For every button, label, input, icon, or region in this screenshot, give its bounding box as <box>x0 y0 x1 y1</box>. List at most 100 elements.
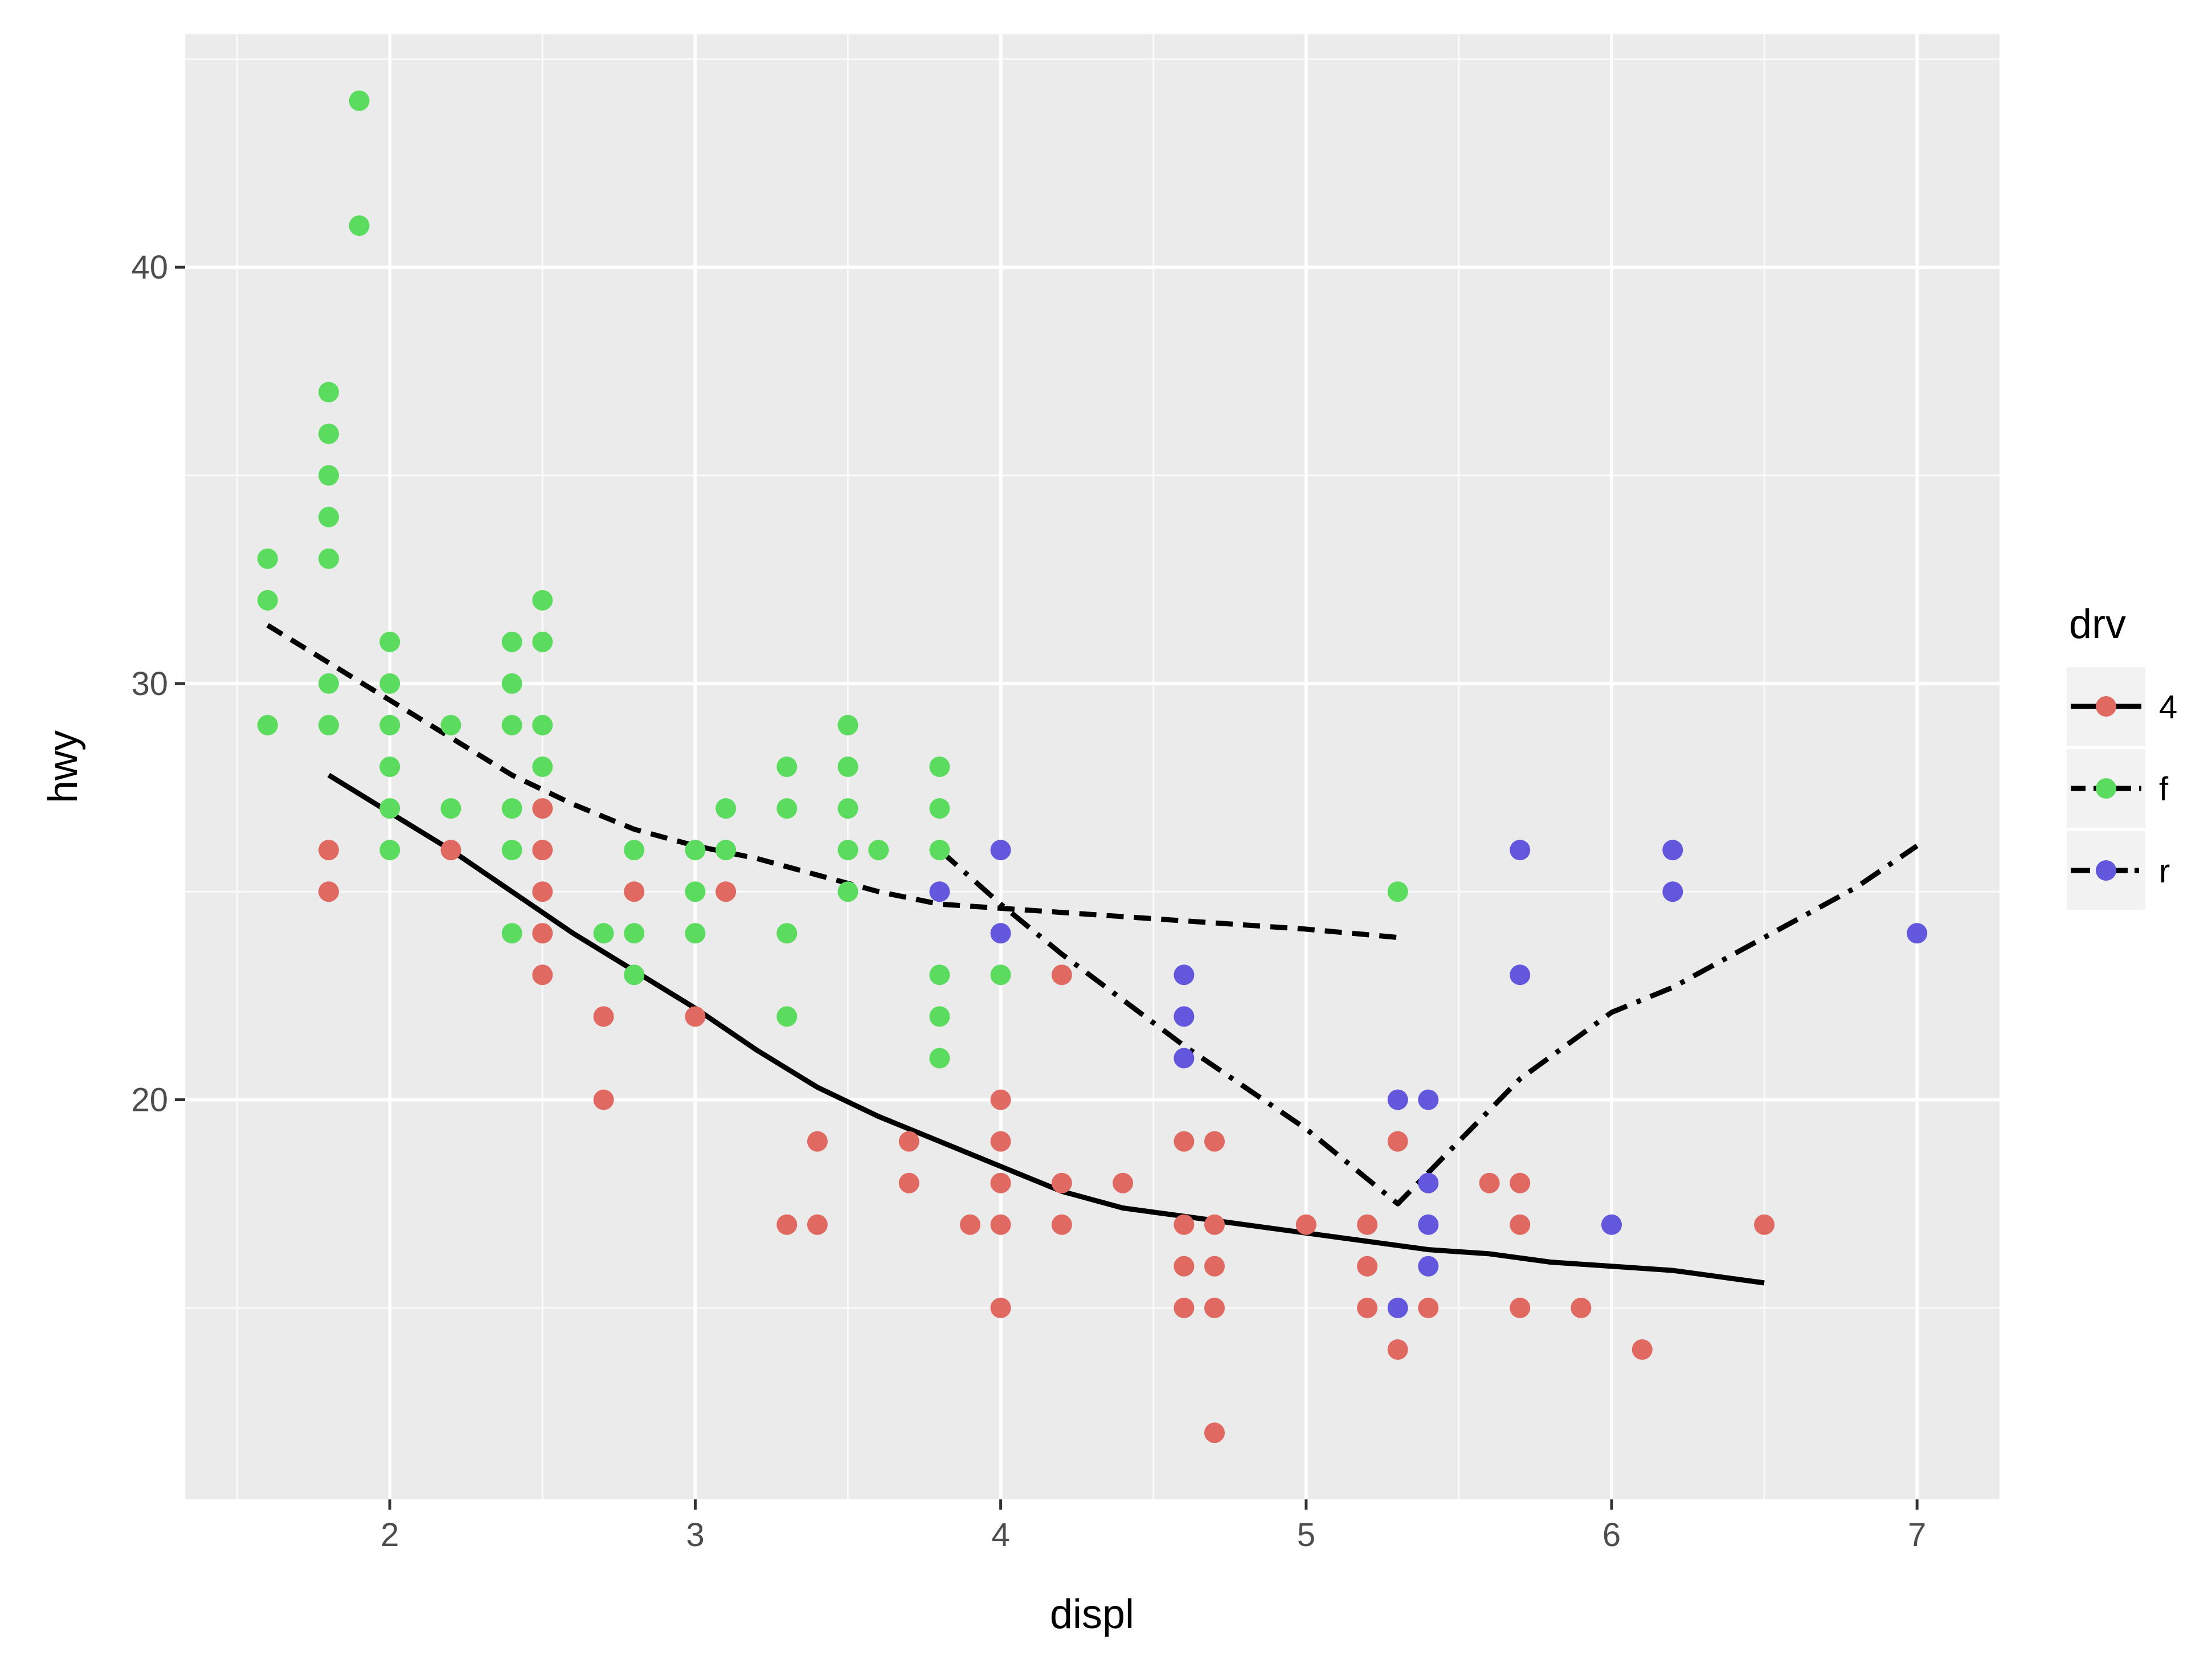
point-4 <box>776 1214 798 1235</box>
point-f <box>929 840 950 861</box>
point-r <box>1510 964 1531 986</box>
point-4 <box>593 1006 614 1027</box>
point-4 <box>532 798 553 819</box>
point-4 <box>1479 1172 1500 1193</box>
point-4 <box>715 881 737 902</box>
point-f <box>379 757 400 777</box>
y-tick-label: 20 <box>131 1082 168 1119</box>
point-f <box>532 714 553 735</box>
point-4 <box>1357 1297 1378 1318</box>
point-f <box>593 923 614 944</box>
smooth-line-f <box>266 623 1399 941</box>
point-4 <box>898 1172 919 1193</box>
point-f <box>379 840 400 861</box>
point-f <box>318 714 339 735</box>
point-f <box>318 465 339 486</box>
y-tick-label: 40 <box>131 249 168 286</box>
point-f <box>685 923 706 944</box>
point-f <box>837 757 858 777</box>
point-f <box>318 382 339 403</box>
point-f <box>318 673 339 694</box>
point-4 <box>1632 1339 1653 1360</box>
point-4 <box>318 840 339 861</box>
point-4 <box>898 1131 919 1152</box>
point-f <box>501 673 522 694</box>
point-4 <box>1204 1214 1225 1235</box>
point-f <box>501 923 522 944</box>
point-4 <box>1754 1214 1775 1235</box>
point-f <box>349 90 370 111</box>
point-f <box>440 714 461 735</box>
smooth-line-r <box>938 844 1919 1207</box>
point-4 <box>990 1131 1011 1152</box>
legend-label-4: 4 <box>2159 689 2177 726</box>
point-f <box>929 757 950 777</box>
x-tick-label: 3 <box>686 1516 704 1553</box>
point-4 <box>807 1214 828 1235</box>
legend-label-f: f <box>2159 771 2169 808</box>
point-r <box>1418 1172 1439 1193</box>
point-4 <box>440 840 461 861</box>
point-r <box>1662 840 1683 861</box>
point-f <box>1387 881 1408 902</box>
point-4 <box>1174 1297 1195 1318</box>
point-r <box>1510 840 1531 861</box>
y-tick-label: 30 <box>131 665 168 702</box>
point-f <box>318 548 339 569</box>
point-f <box>715 798 737 819</box>
point-f <box>379 714 400 735</box>
point-4 <box>1174 1131 1195 1152</box>
x-tick-label: 7 <box>1908 1516 1926 1553</box>
point-f <box>837 881 858 902</box>
point-r <box>1387 1089 1408 1110</box>
point-f <box>929 798 950 819</box>
point-f <box>318 506 339 528</box>
point-f <box>379 673 400 694</box>
point-4 <box>624 881 645 902</box>
point-f <box>776 798 798 819</box>
point-f <box>379 631 400 652</box>
point-f <box>349 215 370 236</box>
point-r <box>929 881 950 902</box>
axes: 2 3 4 5 6 7 20 30 40 <box>131 249 1926 1553</box>
legend-title: drv <box>2069 602 2126 647</box>
point-4 <box>1510 1214 1531 1235</box>
point-4 <box>532 964 553 986</box>
point-r <box>1601 1214 1622 1235</box>
point-r <box>1907 923 1928 944</box>
point-f <box>379 798 400 819</box>
point-4 <box>1295 1214 1316 1235</box>
point-r <box>1662 881 1683 902</box>
legend-label-r: r <box>2159 853 2170 890</box>
point-r <box>1418 1214 1439 1235</box>
point-f <box>532 590 553 611</box>
point-4 <box>1387 1131 1408 1152</box>
x-tick-label: 5 <box>1297 1516 1315 1553</box>
point-f <box>257 714 278 735</box>
point-4 <box>990 1089 1011 1110</box>
point-f <box>685 881 706 902</box>
point-4 <box>1113 1172 1134 1193</box>
point-f <box>532 757 553 777</box>
point-f <box>532 631 553 652</box>
point-r <box>1387 1297 1408 1318</box>
point-f <box>990 964 1011 986</box>
point-4 <box>1174 1214 1195 1235</box>
point-4 <box>318 881 339 902</box>
point-r <box>1418 1256 1439 1277</box>
point-f <box>624 964 645 986</box>
point-f <box>624 840 645 861</box>
point-f <box>440 798 461 819</box>
point-f <box>685 840 706 861</box>
point-4 <box>1051 964 1072 986</box>
point-4 <box>960 1214 980 1235</box>
point-f <box>624 923 645 944</box>
point-r <box>1174 964 1195 986</box>
point-f <box>501 798 522 819</box>
point-f <box>837 798 858 819</box>
point-r <box>1174 1006 1195 1027</box>
point-4 <box>593 1089 614 1110</box>
point-4 <box>1204 1131 1225 1152</box>
